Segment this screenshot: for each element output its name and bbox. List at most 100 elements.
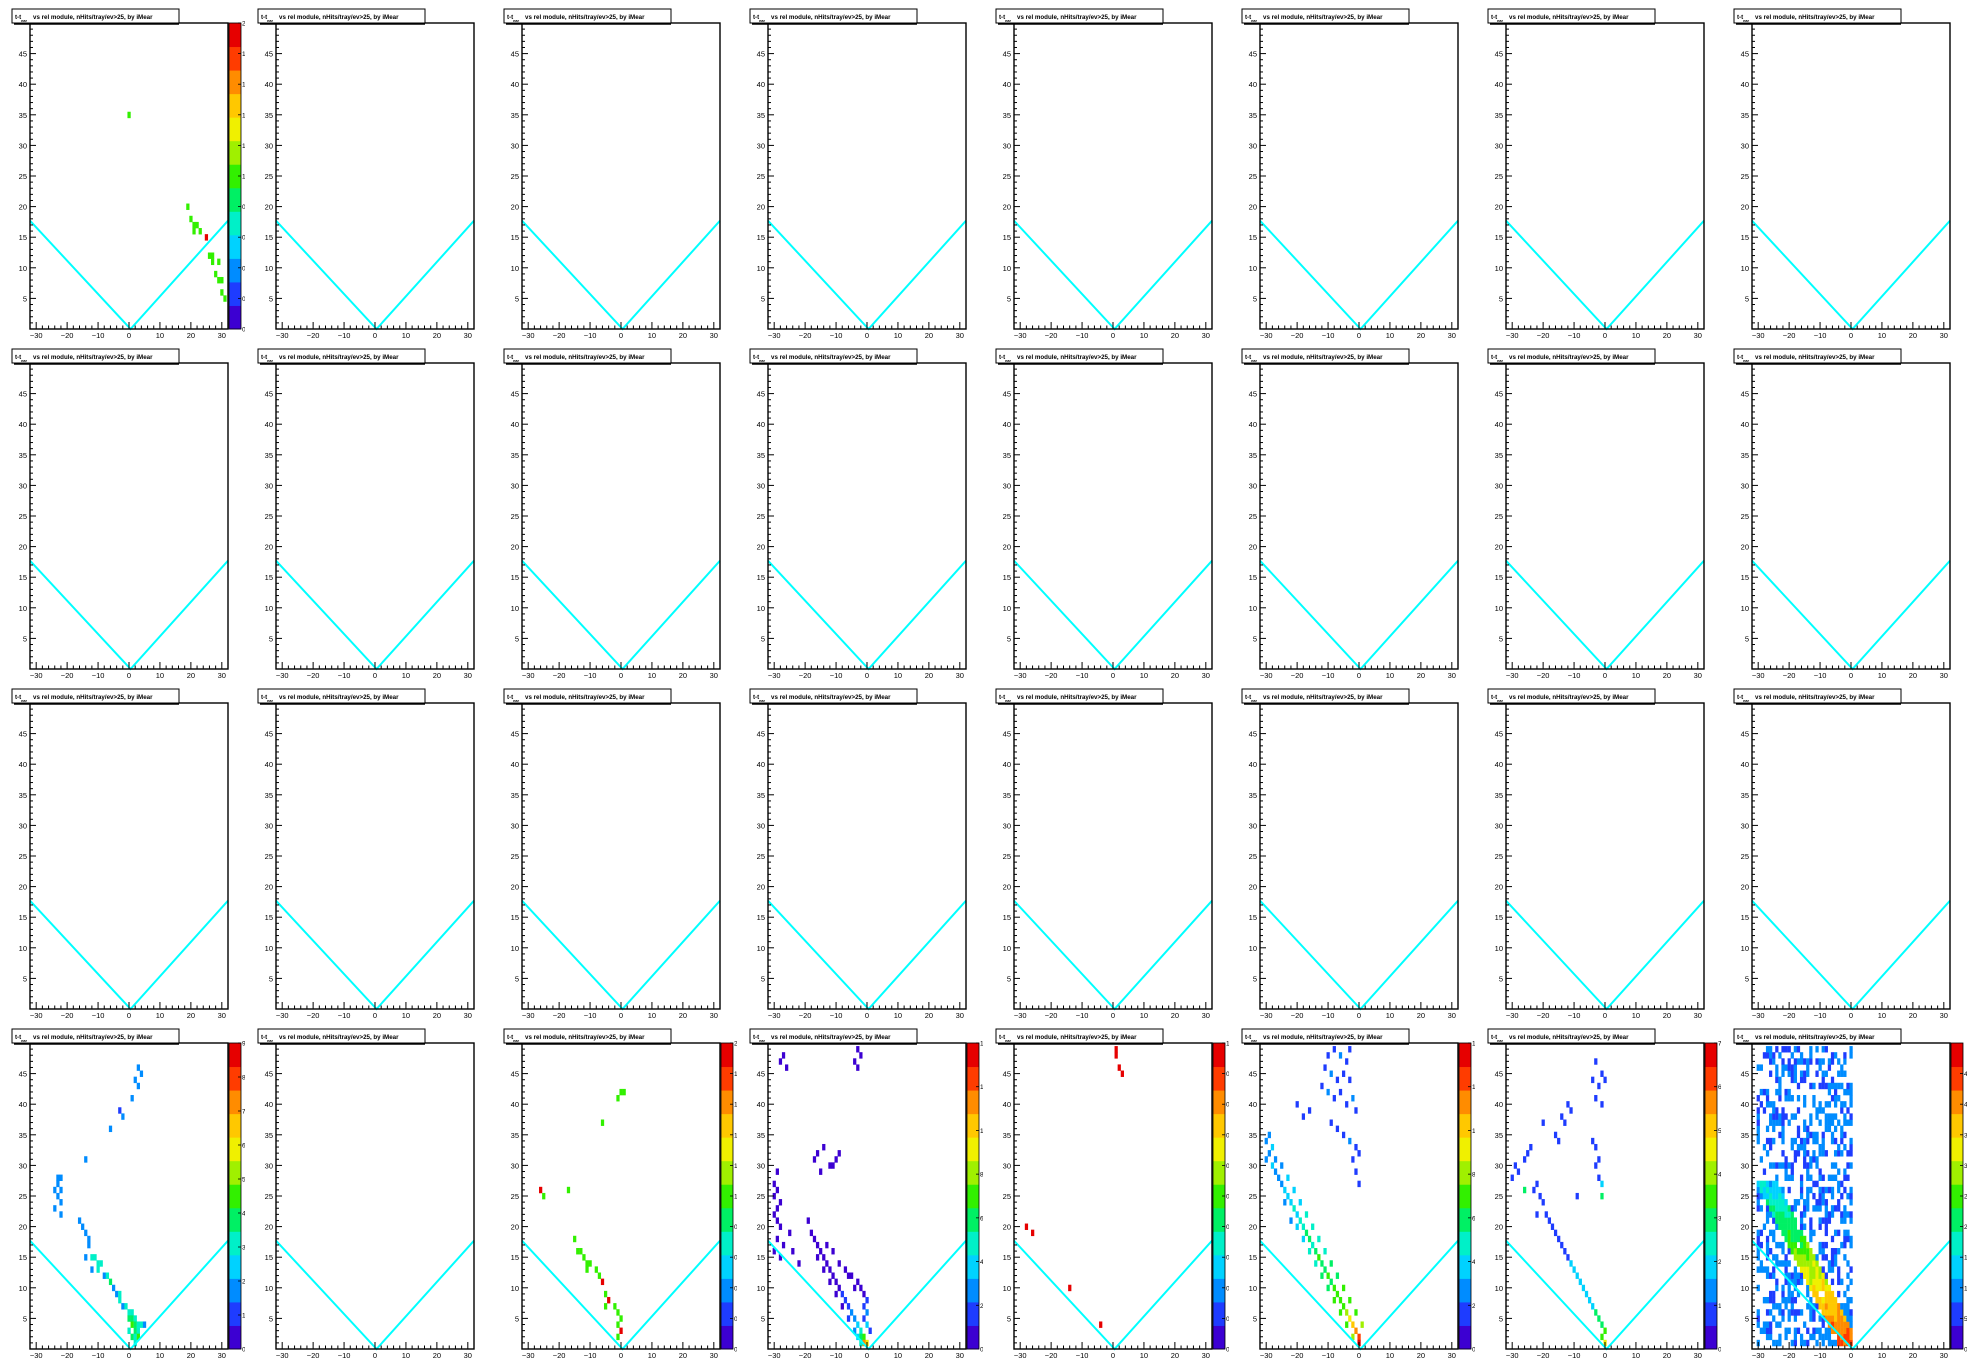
heatmap-cell [865, 1321, 869, 1328]
heatmap-cell [1772, 1192, 1776, 1200]
x-tick-label: 0 [373, 1011, 377, 1019]
heatmap-cell [1821, 1278, 1825, 1286]
y-tick-label: 45 [19, 730, 27, 739]
heatmap-cell [1840, 1180, 1844, 1188]
heatmap-cell [1557, 1137, 1561, 1145]
heatmap-cell [1270, 1143, 1275, 1151]
heatmap-cell [1778, 1217, 1782, 1224]
y-tick-label: 20 [511, 543, 519, 552]
x-axis: −30 −20 −10 0 10 20 30 [275, 1342, 475, 1359]
plot-frame [1505, 1042, 1705, 1350]
heatmap-cell [1843, 1119, 1847, 1126]
heatmap-cells [1510, 1058, 1607, 1347]
heatmap-cell [118, 1290, 122, 1298]
panel-title: t-t ear vs rel module, nHits/tray/ev>25, b… [257, 348, 426, 365]
y-tick-label: 35 [511, 111, 519, 120]
heatmap-cell [223, 295, 227, 302]
heatmap-cell [1830, 1052, 1835, 1059]
guide-line [1751, 899, 1951, 1011]
heatmap-cell [1781, 1064, 1785, 1071]
x-axis: −30 −20 −10 0 10 20 30 [521, 322, 721, 339]
heatmap-cell [1762, 1296, 1767, 1304]
heatmap-cell [1765, 1046, 1770, 1053]
heatmap-cell [121, 1303, 125, 1310]
x-tick-label: 20 [1417, 1351, 1425, 1359]
y-tick-label: 30 [265, 481, 273, 490]
heatmap-cell [1756, 1107, 1760, 1114]
panel-title-text: vs rel module, nHits/tray/ev>25, by iMea… [1509, 354, 1629, 361]
x-tick-label: 10 [1140, 1011, 1148, 1019]
heatmap-cell [1827, 1211, 1832, 1218]
z-tick-label: 0.6 [1226, 1163, 1229, 1170]
x-tick-label: 10 [1140, 671, 1148, 679]
heatmap-cell [1587, 1296, 1592, 1304]
color-scale: 24681012140 [1458, 1041, 1475, 1354]
heatmap-cell [1775, 1046, 1779, 1053]
heatmap-cell [1775, 1076, 1779, 1084]
heatmap-cell [1799, 1070, 1804, 1077]
heatmap-cell [1803, 1101, 1807, 1108]
x-tick-label: 10 [1632, 331, 1640, 339]
heatmap-cell [1769, 1205, 1773, 1212]
y-tick-label: 30 [1495, 1161, 1503, 1170]
heatmap-cell [1304, 1229, 1309, 1237]
y-tick-label: 25 [19, 172, 27, 181]
heatmap-cell [1311, 1223, 1315, 1230]
heatmap-cell [619, 1315, 623, 1322]
heatmap-cell [1846, 1107, 1850, 1114]
heatmap-cell [1762, 1186, 1767, 1194]
heatmap-cell [1827, 1309, 1832, 1316]
heatmap-cell [1799, 1192, 1804, 1200]
heatmap-cell [1793, 1113, 1798, 1120]
x-tick-label: −20 [1783, 1011, 1796, 1019]
x-tick-label: 20 [433, 671, 441, 679]
heatmap-cell [1338, 1296, 1343, 1304]
x-axis: −30 −20 −10 0 10 20 30 [1013, 322, 1213, 339]
heatmap-cell [1796, 1235, 1801, 1243]
heatmap-cell [108, 1278, 113, 1286]
y-tick-label: 15 [1495, 573, 1503, 582]
heatmap-cell [1772, 1199, 1776, 1206]
heatmap-cell [1796, 1199, 1801, 1206]
heatmap-cell [1837, 1150, 1841, 1157]
y-tick-label: 25 [1003, 852, 1011, 861]
heatmap-cell [121, 1113, 125, 1120]
heatmap-cell [1756, 1137, 1760, 1145]
heatmap-cell [1837, 1278, 1841, 1286]
svg-text:t-t: t-t [261, 14, 267, 21]
heatmap-cell [1277, 1174, 1281, 1182]
heatmap-cell [1781, 1070, 1785, 1077]
plot-frame [275, 702, 475, 1010]
heatmap-cell [594, 1266, 598, 1273]
heatmap-cell [133, 1333, 137, 1341]
heatmap-cell [1809, 1113, 1813, 1120]
heatmap-cell [1099, 1321, 1103, 1328]
x-tick-label: −20 [1537, 1011, 1550, 1019]
z-tick-label: 8 [242, 1075, 245, 1082]
heatmap-cell [1837, 1180, 1841, 1188]
x-tick-label: 10 [894, 1351, 902, 1359]
heatmap-cell [1827, 1101, 1832, 1108]
heatmap-cell [130, 1321, 134, 1328]
heatmap-cell [1818, 1058, 1822, 1065]
heatmap-cell [1806, 1162, 1810, 1169]
heatmap-cell [1803, 1235, 1807, 1243]
x-tick-label: −20 [553, 1351, 566, 1359]
heatmap-cell [1840, 1070, 1844, 1077]
x-tick-label: 0 [1357, 331, 1361, 339]
svg-text:ear: ear [1497, 1038, 1503, 1043]
heatmap-cell [1784, 1229, 1788, 1237]
heatmap-cell [1833, 1095, 1838, 1102]
y-tick-label: 20 [19, 203, 27, 212]
heatmap-cell [1787, 1174, 1791, 1182]
heatmap-cell [1840, 1064, 1844, 1071]
heatmap-cell [1803, 1248, 1807, 1255]
z-tick-label: 8 [1472, 1172, 1475, 1179]
heatmap-cells [539, 1088, 626, 1341]
heatmap-cell [1600, 1180, 1604, 1188]
x-tick-label: 30 [218, 331, 226, 339]
heatmap-cell [1538, 1192, 1542, 1200]
heatmap-cell [1298, 1217, 1302, 1224]
heatmap-cell [1759, 1192, 1763, 1200]
y-tick-label: 30 [757, 821, 765, 830]
